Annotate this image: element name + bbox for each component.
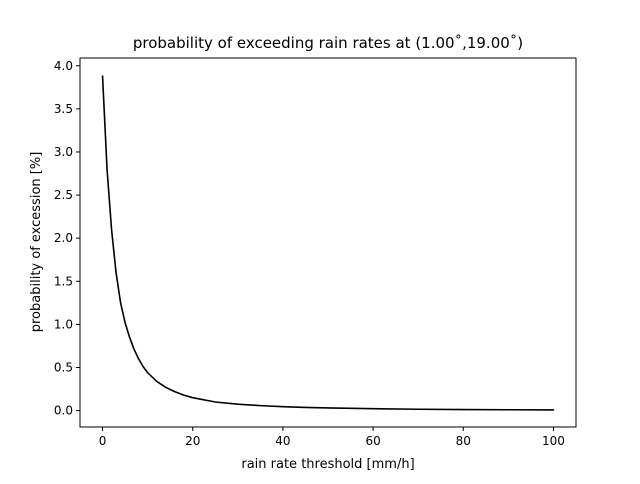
y-tick-label: 0.0 [54, 404, 73, 418]
chart-title: probability of exceeding rain rates at (… [133, 34, 523, 52]
axes-frame [79, 57, 577, 428]
x-axis-label: rain rate threshold [mm/h] [241, 457, 414, 472]
series-line-0 [101, 75, 555, 411]
y-tick-label: 2.0 [54, 231, 73, 245]
x-tick-label: 40 [275, 434, 290, 448]
x-tick-label: 100 [542, 434, 565, 448]
x-tick-label: 60 [365, 434, 380, 448]
y-axis-label: probability of excession [%] [29, 152, 44, 333]
x-tick-label: 20 [185, 434, 200, 448]
y-tick-label: 1.0 [54, 317, 73, 331]
y-tick-label: 2.5 [54, 188, 73, 202]
x-tick-label: 0 [99, 434, 107, 448]
y-tick-label: 0.5 [54, 361, 73, 375]
x-tick-label: 80 [456, 434, 471, 448]
y-tick-label: 3.5 [54, 102, 73, 116]
y-tick-label: 4.0 [54, 59, 73, 73]
y-tick-label: 1.5 [54, 274, 73, 288]
plot-area: 0 20 40 60 80 100 0.0 0.5 1.0 1.5 2.0 2.5 3.0 3.5 4.0 [54, 57, 577, 448]
y-tick-label: 3.0 [54, 145, 73, 159]
